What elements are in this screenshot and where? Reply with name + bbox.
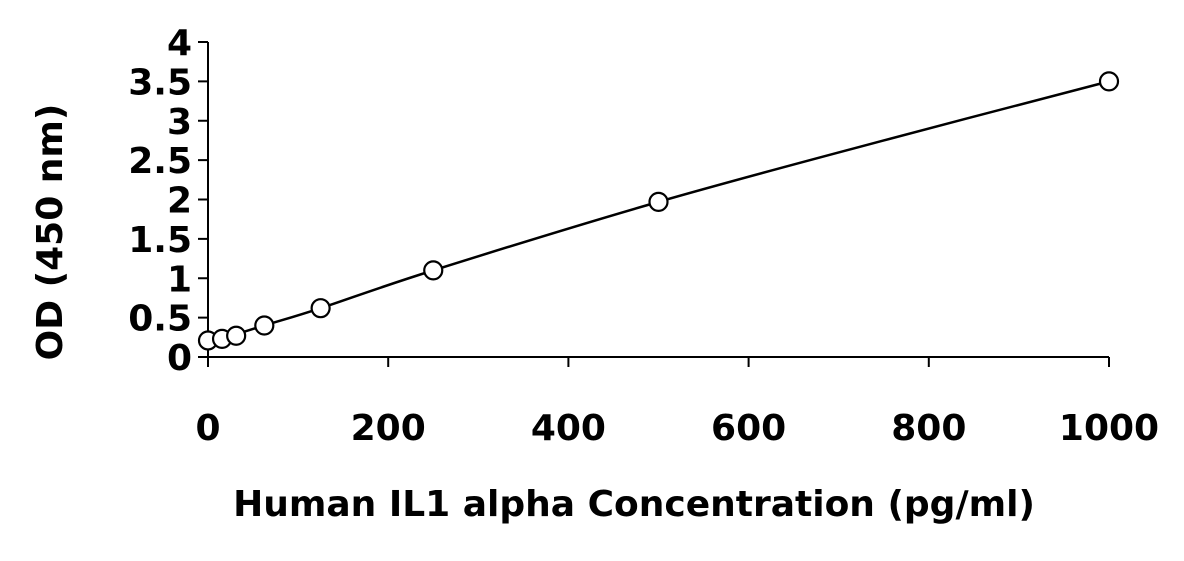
- y-tick-label: 2.5: [128, 141, 192, 182]
- y-tick-label: 4: [167, 23, 192, 64]
- data-point: [254, 315, 275, 336]
- y-tick-label: 3.5: [128, 62, 192, 103]
- data-point: [1098, 71, 1120, 92]
- fit-line-path: [207, 80, 1110, 345]
- y-tick-label: 1.5: [128, 220, 192, 261]
- y-axis: 00.511.522.533.54: [128, 23, 209, 379]
- y-tick-label: 1: [167, 259, 192, 300]
- x-tick-label: 600: [711, 408, 786, 449]
- y-tick-label: 0.5: [128, 299, 192, 340]
- y-tick-label: 0: [167, 338, 192, 379]
- x-axis-title: Human IL1 alpha Concentration (pg/ml): [233, 484, 1035, 525]
- x-tick-label: 200: [351, 408, 426, 449]
- x-tick-label: 1000: [1059, 408, 1159, 449]
- data-point: [310, 298, 331, 319]
- y-tick-label: 3: [167, 102, 192, 143]
- x-tick-label: 800: [891, 408, 966, 449]
- y-tick-label: 2: [167, 181, 192, 222]
- data-point: [226, 325, 247, 346]
- x-axis: 0 200 400 600 800 1000: [195, 356, 1159, 449]
- data-point: [648, 191, 669, 212]
- data-points: [197, 71, 1120, 351]
- x-tick-label: 400: [531, 408, 606, 449]
- y-axis-title: OD (450 nm): [30, 104, 71, 361]
- fit-line: [207, 80, 1110, 345]
- x-tick-label: 0: [195, 408, 220, 449]
- data-point: [423, 260, 444, 281]
